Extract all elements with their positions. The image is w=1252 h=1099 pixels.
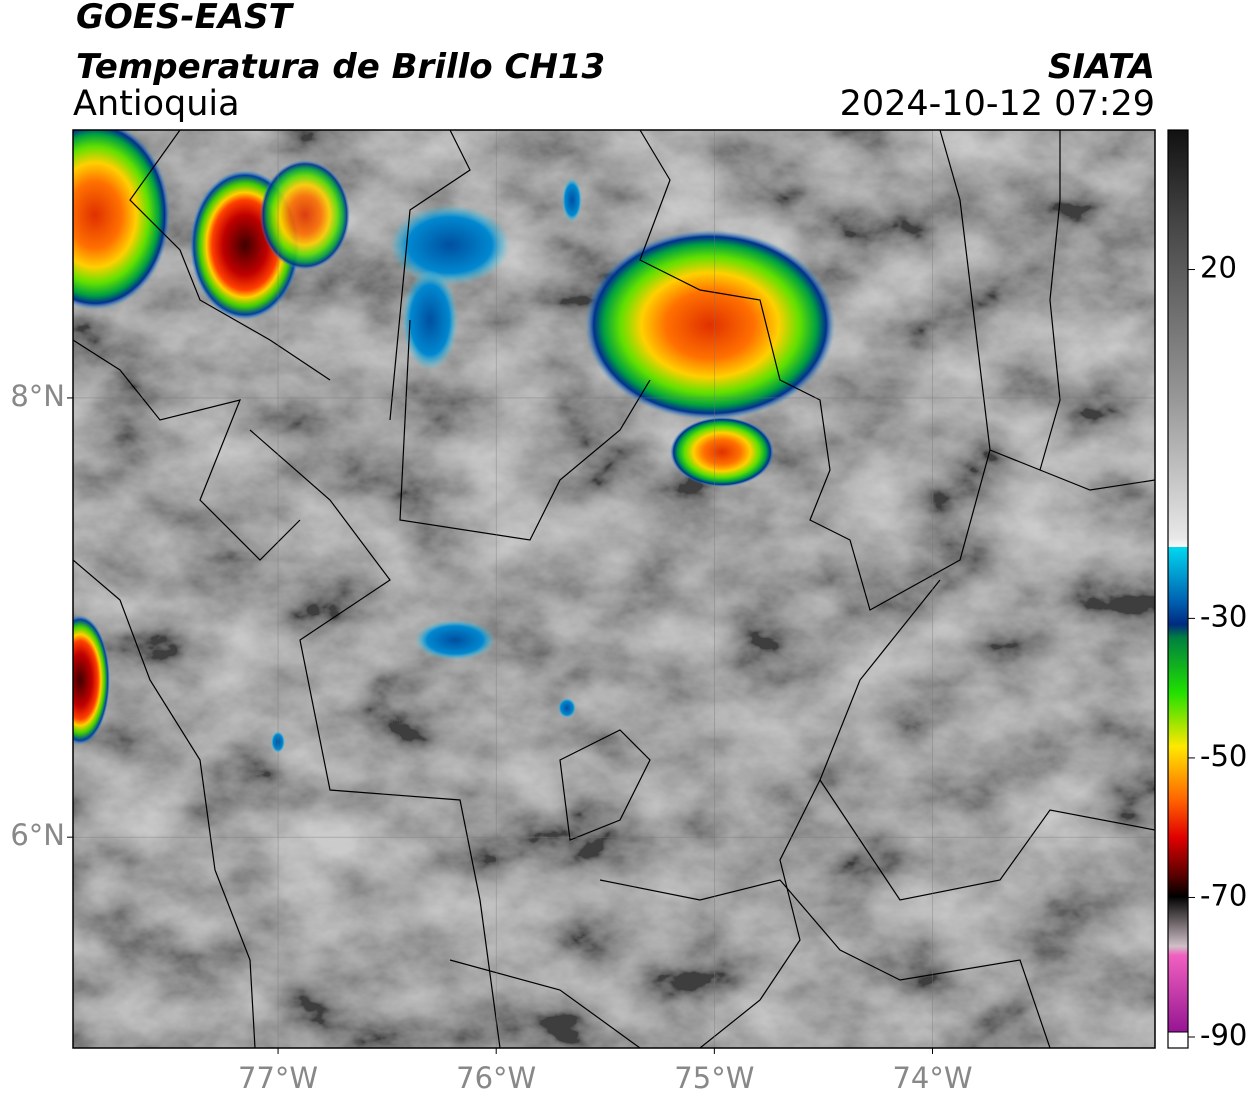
colorbar-extension	[1167, 1031, 1189, 1049]
x-tick-label: 74°W	[892, 1061, 972, 1095]
colorbar-tick-label: -30	[1200, 599, 1247, 633]
y-tick-label: 6°N	[10, 818, 65, 852]
colorbar-tick-label: -70	[1200, 878, 1247, 912]
subtitle: Temperatura de Brillo CH13	[76, 47, 605, 87]
colorbar	[1168, 130, 1188, 1037]
x-tick-label: 76°W	[456, 1061, 536, 1095]
colorbar-frame	[1167, 129, 1189, 1049]
datetime: 2024-10-12 07:29	[840, 84, 1155, 124]
map-image	[73, 130, 1155, 1048]
map-frame	[72, 129, 1156, 1049]
colorbar-tick-label: -50	[1200, 739, 1247, 773]
title: GOES-EAST	[76, 0, 295, 37]
x-tick-label: 75°W	[674, 1061, 754, 1095]
region: Antioquia	[73, 84, 240, 124]
x-tick-label: 77°W	[238, 1061, 318, 1095]
source: SIATA	[1048, 47, 1155, 87]
colorbar-tick-label: -90	[1200, 1018, 1247, 1052]
colorbar-tick-label: 20	[1200, 251, 1237, 285]
y-tick-label: 8°N	[10, 379, 65, 413]
